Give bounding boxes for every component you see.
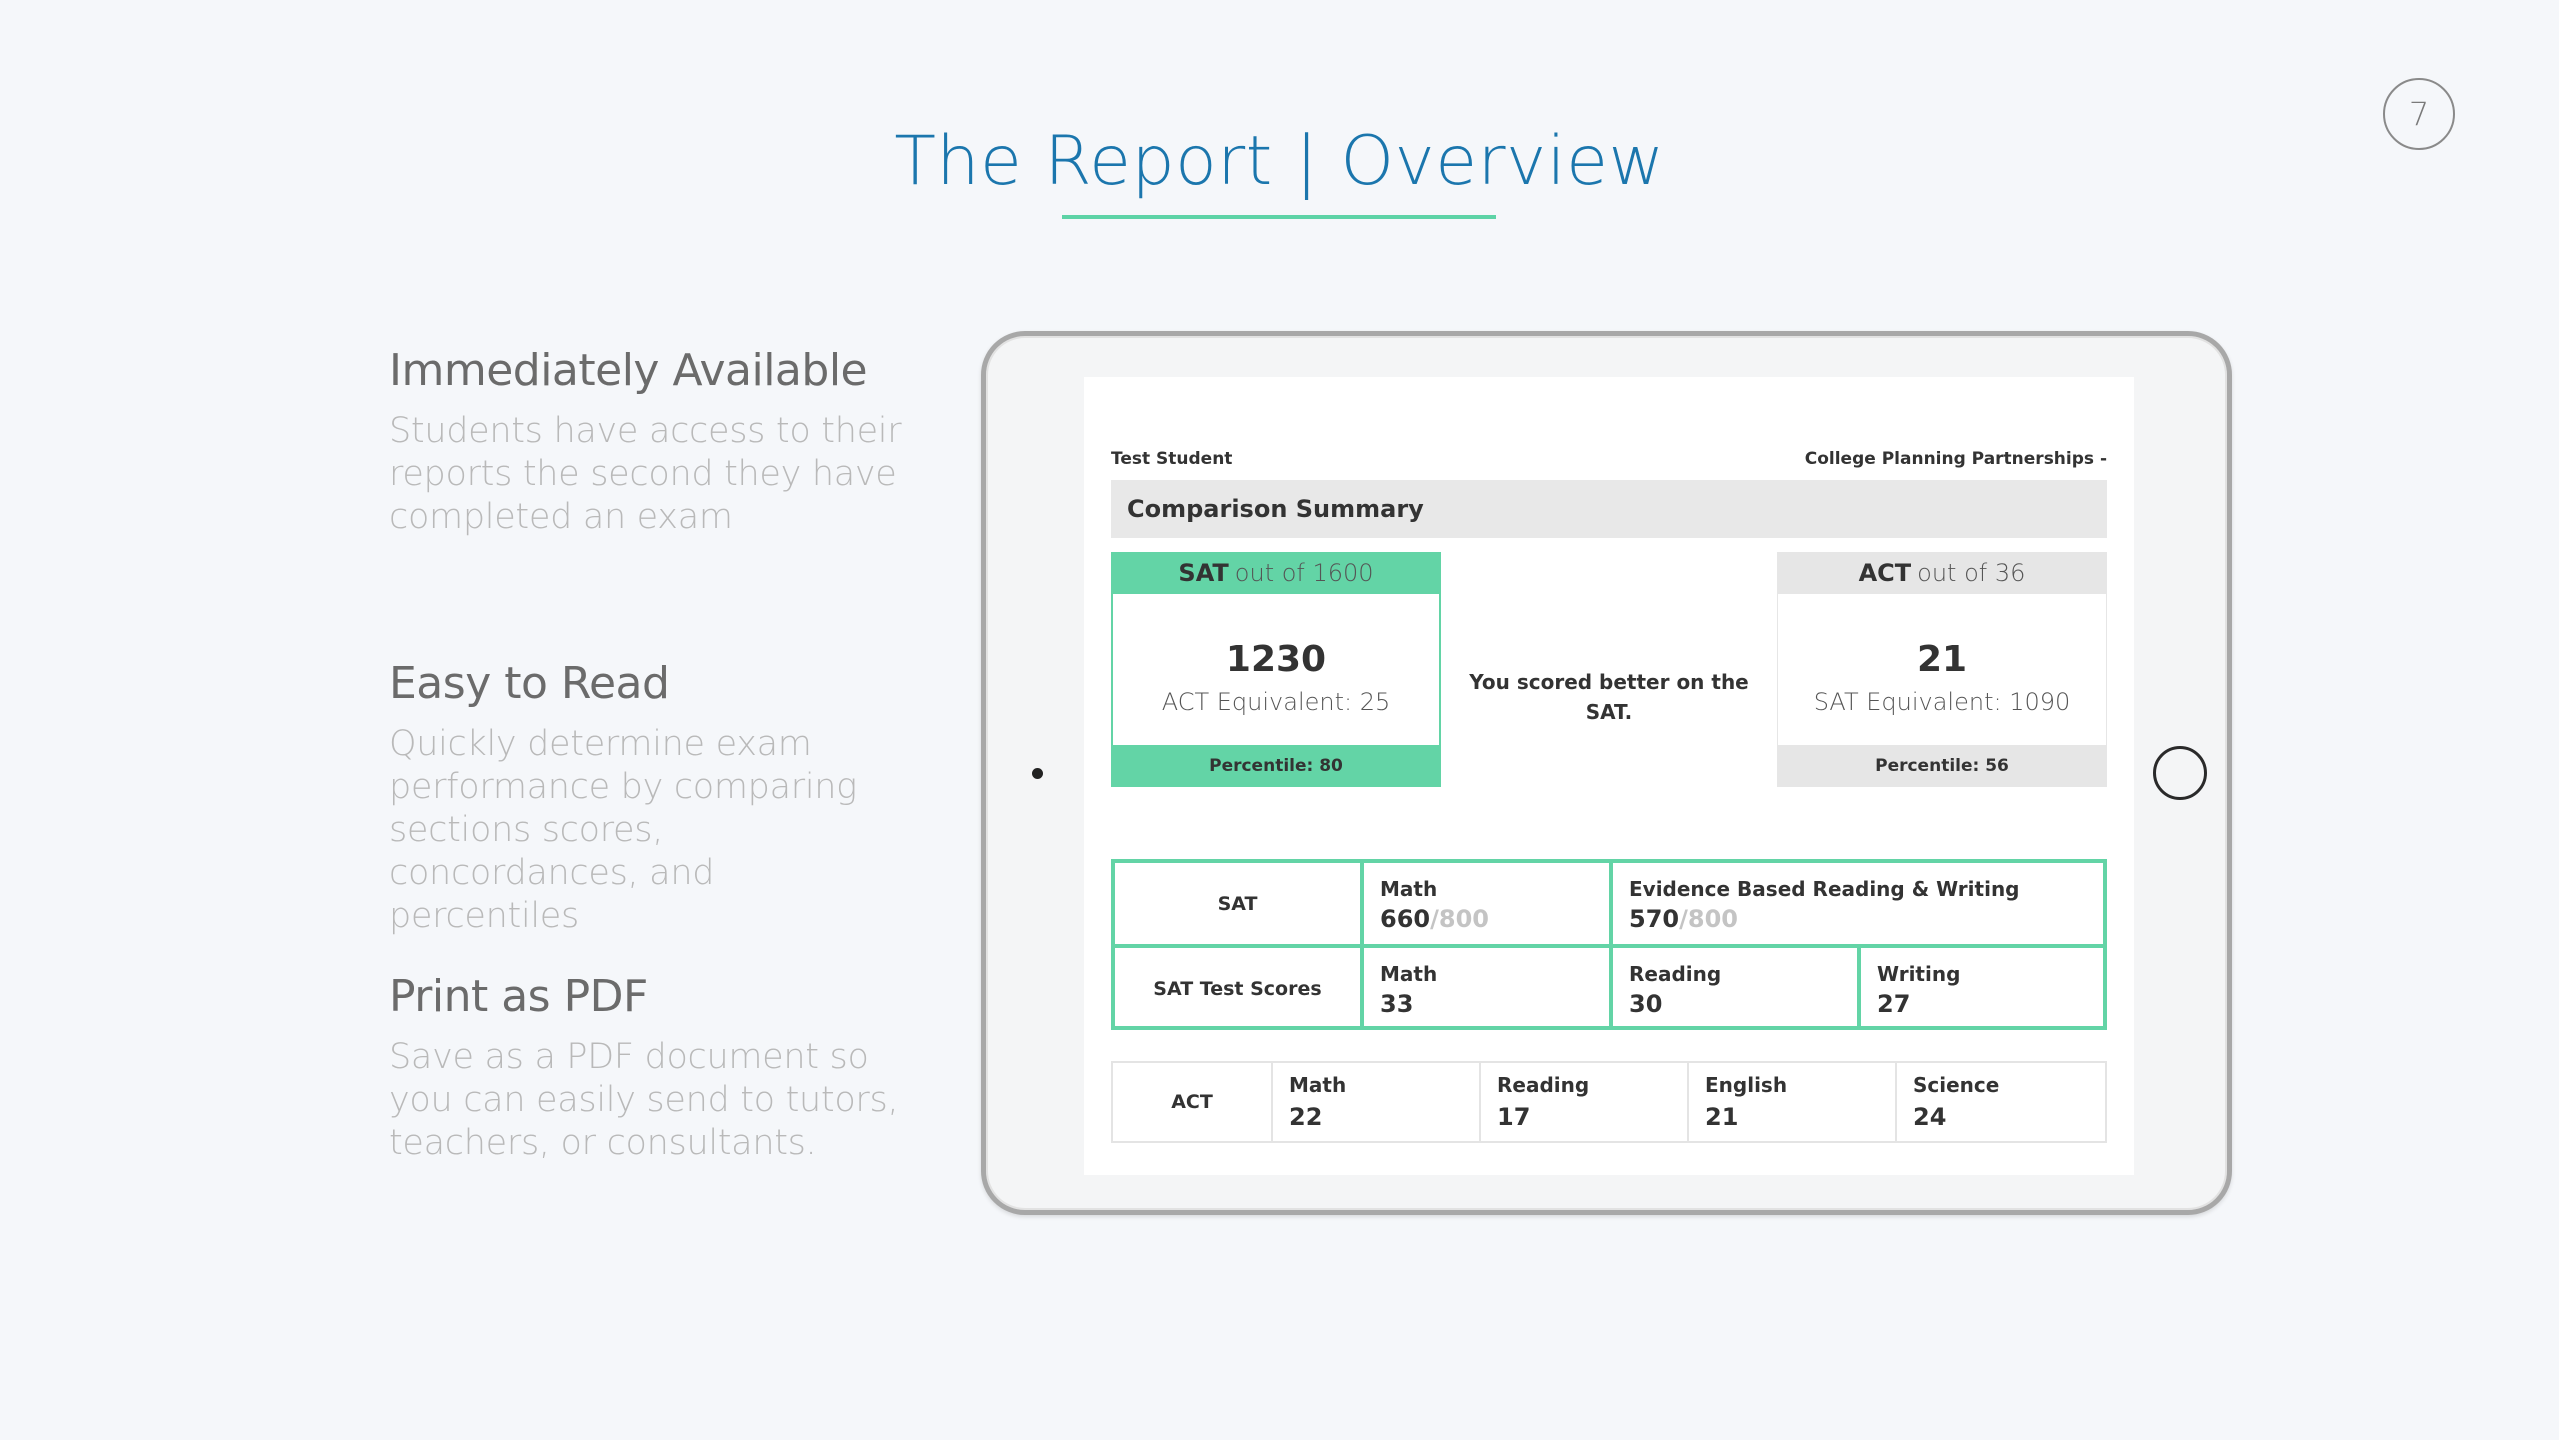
sat-ebrw-cell: Evidence Based Reading & Writing 570/800 xyxy=(1609,863,2103,944)
test-math-cell: Math 33 xyxy=(1360,948,1609,1029)
test-reading-cell: Reading 30 xyxy=(1609,948,1857,1029)
cell-title: Reading xyxy=(1629,962,1722,986)
act-card-body: 21 SAT Equivalent: 1090 xyxy=(1777,594,2107,745)
section-title: Comparison Summary xyxy=(1127,495,1424,523)
report-header: Test Student College Planning Partnershi… xyxy=(1111,449,2107,469)
act-math-cell: Math 22 xyxy=(1271,1063,1479,1141)
cell-value: 24 xyxy=(1913,1103,1947,1131)
cell-title: Math xyxy=(1380,962,1438,986)
act-english-cell: English 21 xyxy=(1687,1063,1895,1141)
act-score-card: ACT out of 36 21 SAT Equivalent: 1090 Pe… xyxy=(1777,552,2107,787)
comparison-text: You scored better on the SAT. xyxy=(1469,670,1749,724)
comparison-summary-bar: Comparison Summary xyxy=(1111,480,2107,538)
report-screen: Test Student College Planning Partnershi… xyxy=(1084,377,2134,1175)
cell-title: Evidence Based Reading & Writing xyxy=(1629,877,2020,901)
sat-math-cell: Math 660/800 xyxy=(1360,863,1609,944)
table-row: SAT Math 660/800 Evidence Based Reading … xyxy=(1115,863,2103,948)
act-card-label: ACT xyxy=(1858,559,1912,587)
cell-title: Math xyxy=(1289,1073,1347,1097)
cell-value: 660/800 xyxy=(1380,905,1489,933)
sat-card-body: 1230 ACT Equivalent: 25 xyxy=(1111,594,1441,745)
row-label: SAT xyxy=(1217,892,1258,915)
feature-text: Quickly determine exam performance by co… xyxy=(389,724,857,936)
sat-scores-table: SAT Math 660/800 Evidence Based Reading … xyxy=(1111,859,2107,1030)
cell-value: 33 xyxy=(1380,990,1414,1018)
cell-value: 27 xyxy=(1877,990,1911,1018)
cell-title: English xyxy=(1705,1073,1788,1097)
feature-print-as-pdf: Print as PDF Save as a PDF document so y… xyxy=(389,971,909,1165)
cell-value: 21 xyxy=(1705,1103,1739,1131)
sat-card-scale: out of 1600 xyxy=(1234,559,1374,587)
row-label: ACT xyxy=(1171,1091,1213,1113)
act-percentile: Percentile: 56 xyxy=(1777,745,2107,787)
sat-equivalent: SAT Equivalent: 1090 xyxy=(1813,688,2071,716)
sat-total-score: 1230 xyxy=(1225,639,1327,680)
act-card-header: ACT out of 36 xyxy=(1777,552,2107,594)
cell-value: 570/800 xyxy=(1629,905,1738,933)
test-writing-cell: Writing 27 xyxy=(1857,948,2103,1029)
feature-heading: Print as PDF xyxy=(389,971,648,1022)
title-underline xyxy=(1062,215,1496,219)
sat-score-card: SAT out of 1600 1230 ACT Equivalent: 25 … xyxy=(1111,552,1441,787)
slide-title: The Report | Overview xyxy=(894,122,1665,201)
feature-text: Save as a PDF document so you can easily… xyxy=(389,1037,899,1163)
cell-value: 17 xyxy=(1497,1103,1531,1131)
sat-card-label: SAT xyxy=(1178,559,1229,587)
row-label: SAT Test Scores xyxy=(1153,977,1322,1000)
cell-value: 30 xyxy=(1629,990,1663,1018)
act-equivalent: ACT Equivalent: 25 xyxy=(1161,688,1391,716)
sat-card-header: SAT out of 1600 xyxy=(1111,552,1441,594)
feature-easy-to-read: Easy to Read Quickly determine exam perf… xyxy=(389,658,909,938)
act-reading-cell: Reading 17 xyxy=(1479,1063,1687,1141)
cell-title: Science xyxy=(1913,1073,2000,1097)
act-science-cell: Science 24 xyxy=(1895,1063,2105,1141)
table-row: SAT Test Scores Math 33 Reading 30 Writi… xyxy=(1115,948,2103,1029)
page-number: 7 xyxy=(2383,78,2455,150)
sat-percentile: Percentile: 80 xyxy=(1111,745,1441,787)
feature-text: Students have access to their reports th… xyxy=(389,411,902,537)
cell-value: 22 xyxy=(1289,1103,1323,1131)
feature-heading: Easy to Read xyxy=(389,658,670,709)
camera-icon xyxy=(1032,768,1043,779)
cell-title: Writing xyxy=(1877,962,1961,986)
organization-name: College Planning Partnerships - xyxy=(1804,449,2107,469)
act-card-scale: out of 36 xyxy=(1917,559,2026,587)
student-name: Test Student xyxy=(1111,449,1233,469)
feature-heading: Immediately Available xyxy=(389,345,868,396)
act-scores-table: ACT Math 22 Reading 17 English 21 Scienc… xyxy=(1111,1061,2107,1143)
cell-title: Reading xyxy=(1497,1073,1590,1097)
feature-immediately-available: Immediately Available Students have acce… xyxy=(389,345,909,539)
cell-title: Math xyxy=(1380,877,1438,901)
act-composite-score: 21 xyxy=(1916,639,1968,680)
home-button-icon xyxy=(2153,746,2207,800)
